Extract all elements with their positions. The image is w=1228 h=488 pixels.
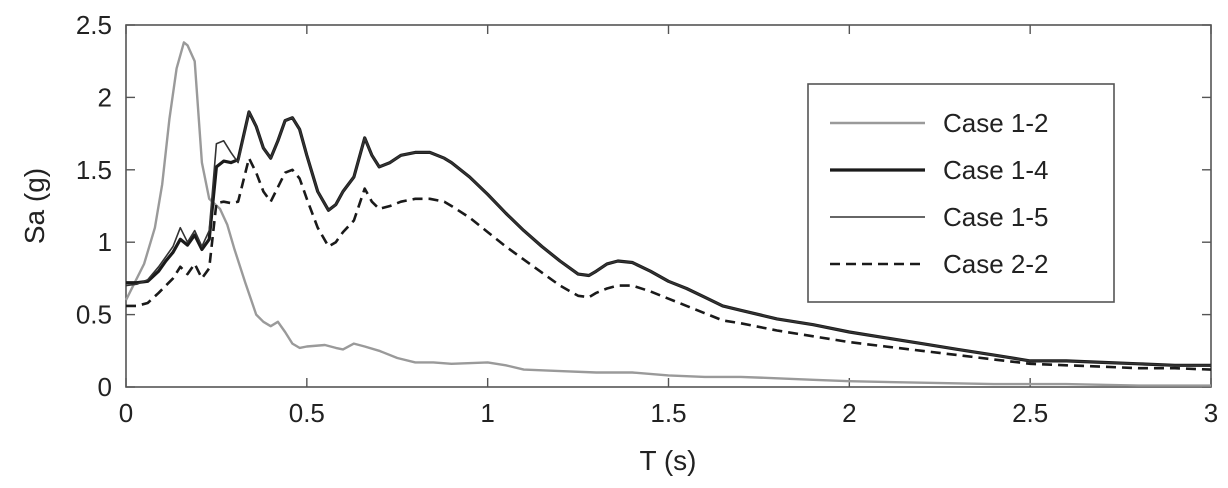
y-tick-label: 1 xyxy=(98,227,112,257)
legend-items: Case 1-2 Case 1-4 Case 1-5 Case 2-2 xyxy=(830,108,1049,279)
x-tick-label: 0.5 xyxy=(289,398,325,428)
x-tick-label: 1 xyxy=(480,398,494,428)
series-line-case-1-2 xyxy=(124,41,1211,387)
legend-label-case-2-2: Case 2-2 xyxy=(943,249,1049,279)
legend: Case 1-2 Case 1-4 Case 1-5 Case 2-2 xyxy=(807,83,1115,303)
y-tick-label: 0 xyxy=(98,372,112,402)
y-tick-label: 2 xyxy=(98,82,112,112)
x-tick-label: 0 xyxy=(119,398,133,428)
x-tick-label: 3 xyxy=(1204,398,1218,428)
x-axis-ticks: 0 0.5 1 1.5 2 2.5 3 xyxy=(119,25,1218,428)
x-tick-label: 2 xyxy=(842,398,856,428)
y-tick-label: 2.5 xyxy=(76,10,112,40)
x-tick-label: 2.5 xyxy=(1012,398,1048,428)
series-line-case-1-5 xyxy=(125,111,1211,367)
y-axis-title: Sa (g) xyxy=(19,168,50,244)
x-axis-title: T (s) xyxy=(639,445,696,476)
x-tick-label: 1.5 xyxy=(650,398,686,428)
legend-label-case-1-2: Case 1-2 xyxy=(943,108,1049,138)
legend-label-case-1-5: Case 1-5 xyxy=(943,202,1049,232)
series-lines xyxy=(124,41,1212,387)
legend-label-case-1-4: Case 1-4 xyxy=(943,155,1049,185)
series-line-case-2-2 xyxy=(126,156,1212,371)
y-axis-ticks: 0 0.5 1 1.5 2 2.5 xyxy=(76,10,1211,402)
y-tick-label: 0.5 xyxy=(76,300,112,330)
y-tick-label: 1.5 xyxy=(76,155,112,185)
legend-box xyxy=(807,83,1115,303)
